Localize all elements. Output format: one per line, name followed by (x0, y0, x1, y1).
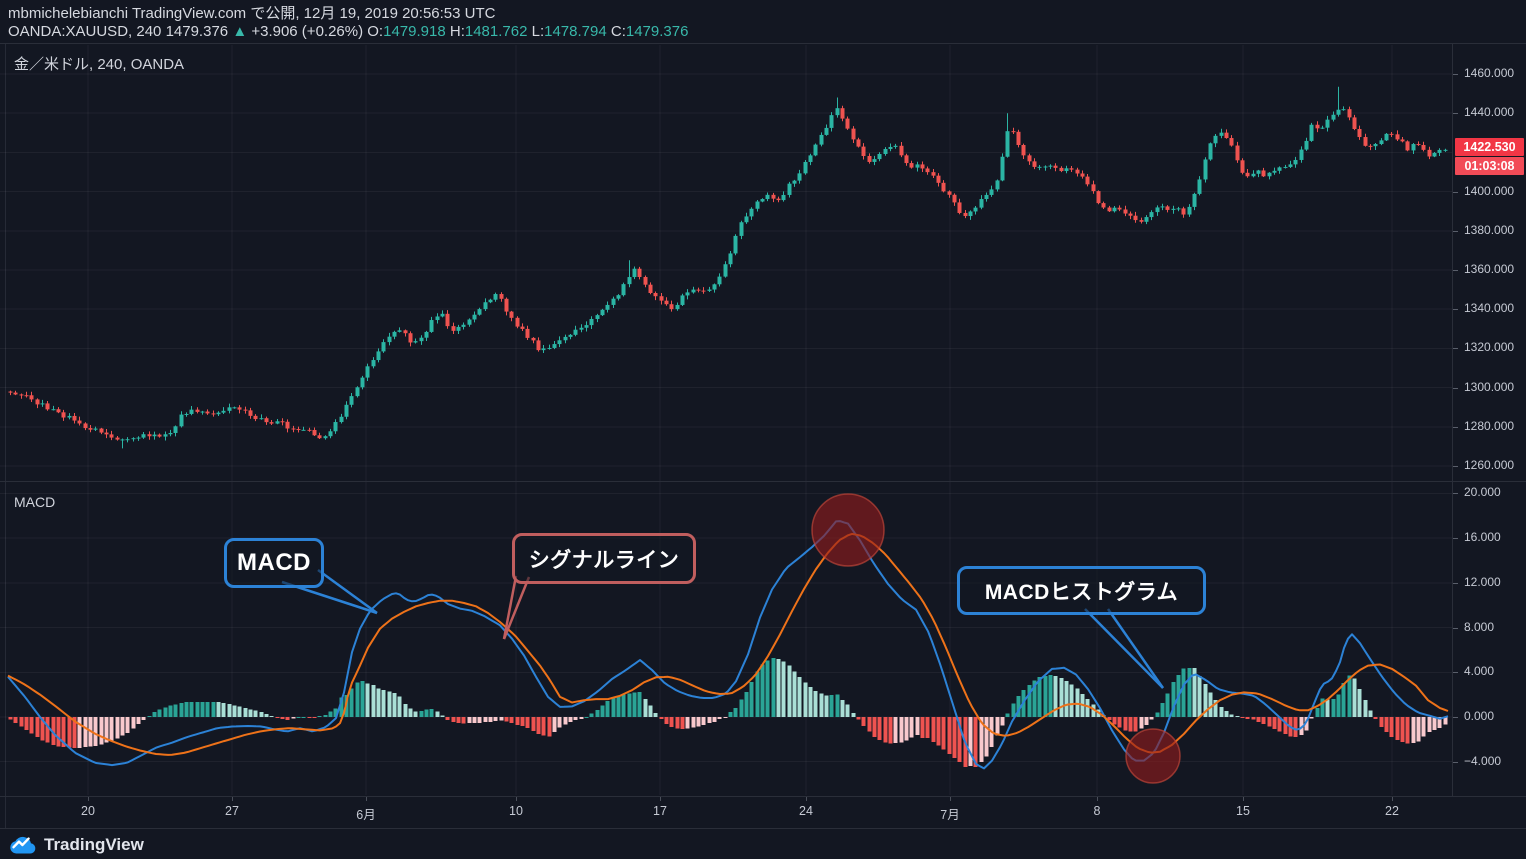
price-axis-label-tick (1453, 466, 1458, 467)
price-axis-label-tick (1453, 348, 1458, 350)
ohlc-close-value: 1479.376 (625, 23, 689, 40)
footer-brand-text[interactable]: TradingView (44, 834, 144, 854)
price-axis-label-tick (1453, 387, 1458, 389)
price-axis-label-tick (1453, 230, 1458, 232)
price-axis-label-tick (1453, 270, 1458, 271)
last-price-tag: 1422.530 (1455, 138, 1524, 157)
tradingview-logo-icon[interactable] (9, 834, 36, 855)
macd-axis-label: 8.000 (1464, 619, 1495, 634)
price-pane-legend[interactable]: 金／米ドル, 240, OANDA (14, 56, 185, 73)
macd-axis-label-tick (1453, 672, 1458, 674)
histogram-annotation-text: MACDヒストグラム (984, 580, 1179, 604)
macd-chart-canvas[interactable] (0, 482, 1452, 795)
last-price: 1479.376 (165, 23, 229, 40)
bar-countdown-tag: 01:03:08 (1455, 157, 1524, 176)
ohlc-close-label: C: (610, 23, 626, 40)
time-axis-label: 10 (509, 804, 523, 818)
macd-histogram (8, 657, 1448, 768)
price-axis-label-tick (1453, 74, 1458, 75)
symbol-info-line: OANDA:XAUUSD, 240 1479.376 ▲ +3.906 (+0.… (8, 23, 688, 40)
macd-axis-label-tick (1453, 538, 1458, 540)
time-axis-label: 17 (653, 804, 667, 818)
histogram-annotation-bubble: MACDヒストグラム (957, 566, 1206, 615)
time-axis-label: 7月 (940, 808, 960, 822)
time-axis-tick (1392, 797, 1393, 801)
signal-annotation-text: シグナルライン (528, 548, 680, 572)
chart-left-border (5, 44, 6, 828)
time-axis-label: 27 (225, 804, 239, 818)
time-axis-tick (806, 797, 807, 801)
time-axis[interactable]: 20 27 6月 10 17 24 7月 8 15 22 (0, 796, 1526, 828)
ohlc-low-label: L: (531, 23, 545, 40)
pane-divider[interactable] (0, 481, 1526, 482)
ohlc-low-value: 1478.794 (544, 23, 607, 40)
macd-axis-label: 4.000 (1464, 664, 1495, 679)
price-axis-label-tick (1453, 113, 1458, 115)
macd-axis-label-tick (1453, 493, 1458, 495)
time-axis-label: 6月 (356, 808, 376, 822)
macd-axis-label: 0.000 (1464, 709, 1495, 723)
ohlc-open-label: O: (367, 23, 384, 40)
macd-pane-legend[interactable]: MACD (14, 494, 56, 510)
time-axis-tick (1243, 797, 1244, 801)
change-arrow-icon: ▲ (232, 23, 248, 40)
price-axis-label: 1260.000 (1464, 458, 1515, 472)
highlight-circle (811, 493, 885, 567)
time-axis-label: 20 (81, 804, 95, 818)
price-axis-label: 1380.000 (1464, 222, 1515, 237)
signal-annotation-bubble: シグナルライン (512, 533, 696, 584)
price-axis-label: 1340.000 (1464, 301, 1515, 316)
macd-axis-label: 12.000 (1464, 574, 1501, 589)
macd-axis-label-tick (1453, 627, 1458, 629)
macd-axis-label: −4.000 (1464, 753, 1502, 768)
share-info-text: mbmichelebianchi TradingView.com で公開, 12… (8, 5, 496, 22)
macd-axis-label-tick (1453, 717, 1458, 718)
symbol-name[interactable]: OANDA:XAUUSD, 240 (8, 23, 162, 40)
price-axis-label-tick (1453, 426, 1458, 428)
price-axis-label: 1320.000 (1464, 340, 1515, 355)
footer-bar: TradingView (0, 828, 1526, 859)
time-axis-tick (232, 797, 233, 801)
price-axis-label: 1300.000 (1464, 379, 1515, 394)
price-axis[interactable]: 1422.530 01:03:08 1460.000 1440.000 1400.0… (1452, 44, 1526, 796)
macd-axis-label-tick (1453, 761, 1458, 763)
bar-countdown-value: 01:03:08 (1464, 159, 1515, 174)
macd-annotation-bubble: MACD (224, 538, 324, 588)
time-axis-tick (1097, 797, 1098, 801)
highlight-circle (1125, 728, 1181, 784)
price-axis-label-tick (1453, 191, 1458, 193)
price-change: +3.906 (+0.26%) (251, 23, 364, 40)
last-price-tag-value: 1422.530 (1463, 140, 1516, 155)
price-axis-label: 1440.000 (1464, 105, 1515, 120)
time-axis-label: 8 (1093, 804, 1101, 818)
price-axis-label: 1360.000 (1464, 262, 1515, 276)
macd-axis-label: 16.000 (1464, 530, 1501, 545)
time-axis-label: 24 (799, 804, 813, 818)
signal-line (7, 532, 1449, 756)
time-axis-tick (950, 797, 951, 801)
header-divider (0, 43, 1526, 44)
share-info-line: mbmichelebianchi TradingView.com で公開, 12… (8, 5, 495, 22)
ohlc-high-label: H: (449, 23, 465, 40)
time-axis-tick (660, 797, 661, 801)
time-axis-tick (88, 797, 89, 801)
macd-axis-label: 20.000 (1464, 485, 1501, 500)
price-chart-canvas[interactable] (0, 45, 1452, 481)
macd-line (7, 520, 1449, 770)
ohlc-high-value: 1481.762 (464, 23, 528, 40)
time-axis-tick (516, 797, 517, 801)
price-axis-label: 1400.000 (1464, 183, 1515, 198)
macd-annotation-text: MACD (237, 549, 311, 576)
candlestick-series (8, 86, 1448, 449)
macd-axis-label-tick (1453, 582, 1458, 584)
price-axis-label-tick (1453, 309, 1458, 311)
time-axis-tick (366, 797, 367, 801)
time-axis-label: 15 (1236, 804, 1250, 818)
price-axis-label: 1460.000 (1464, 66, 1515, 80)
price-axis-label: 1280.000 (1464, 418, 1515, 433)
time-axis-label: 22 (1385, 804, 1399, 818)
ohlc-open-value: 1479.918 (383, 23, 446, 40)
